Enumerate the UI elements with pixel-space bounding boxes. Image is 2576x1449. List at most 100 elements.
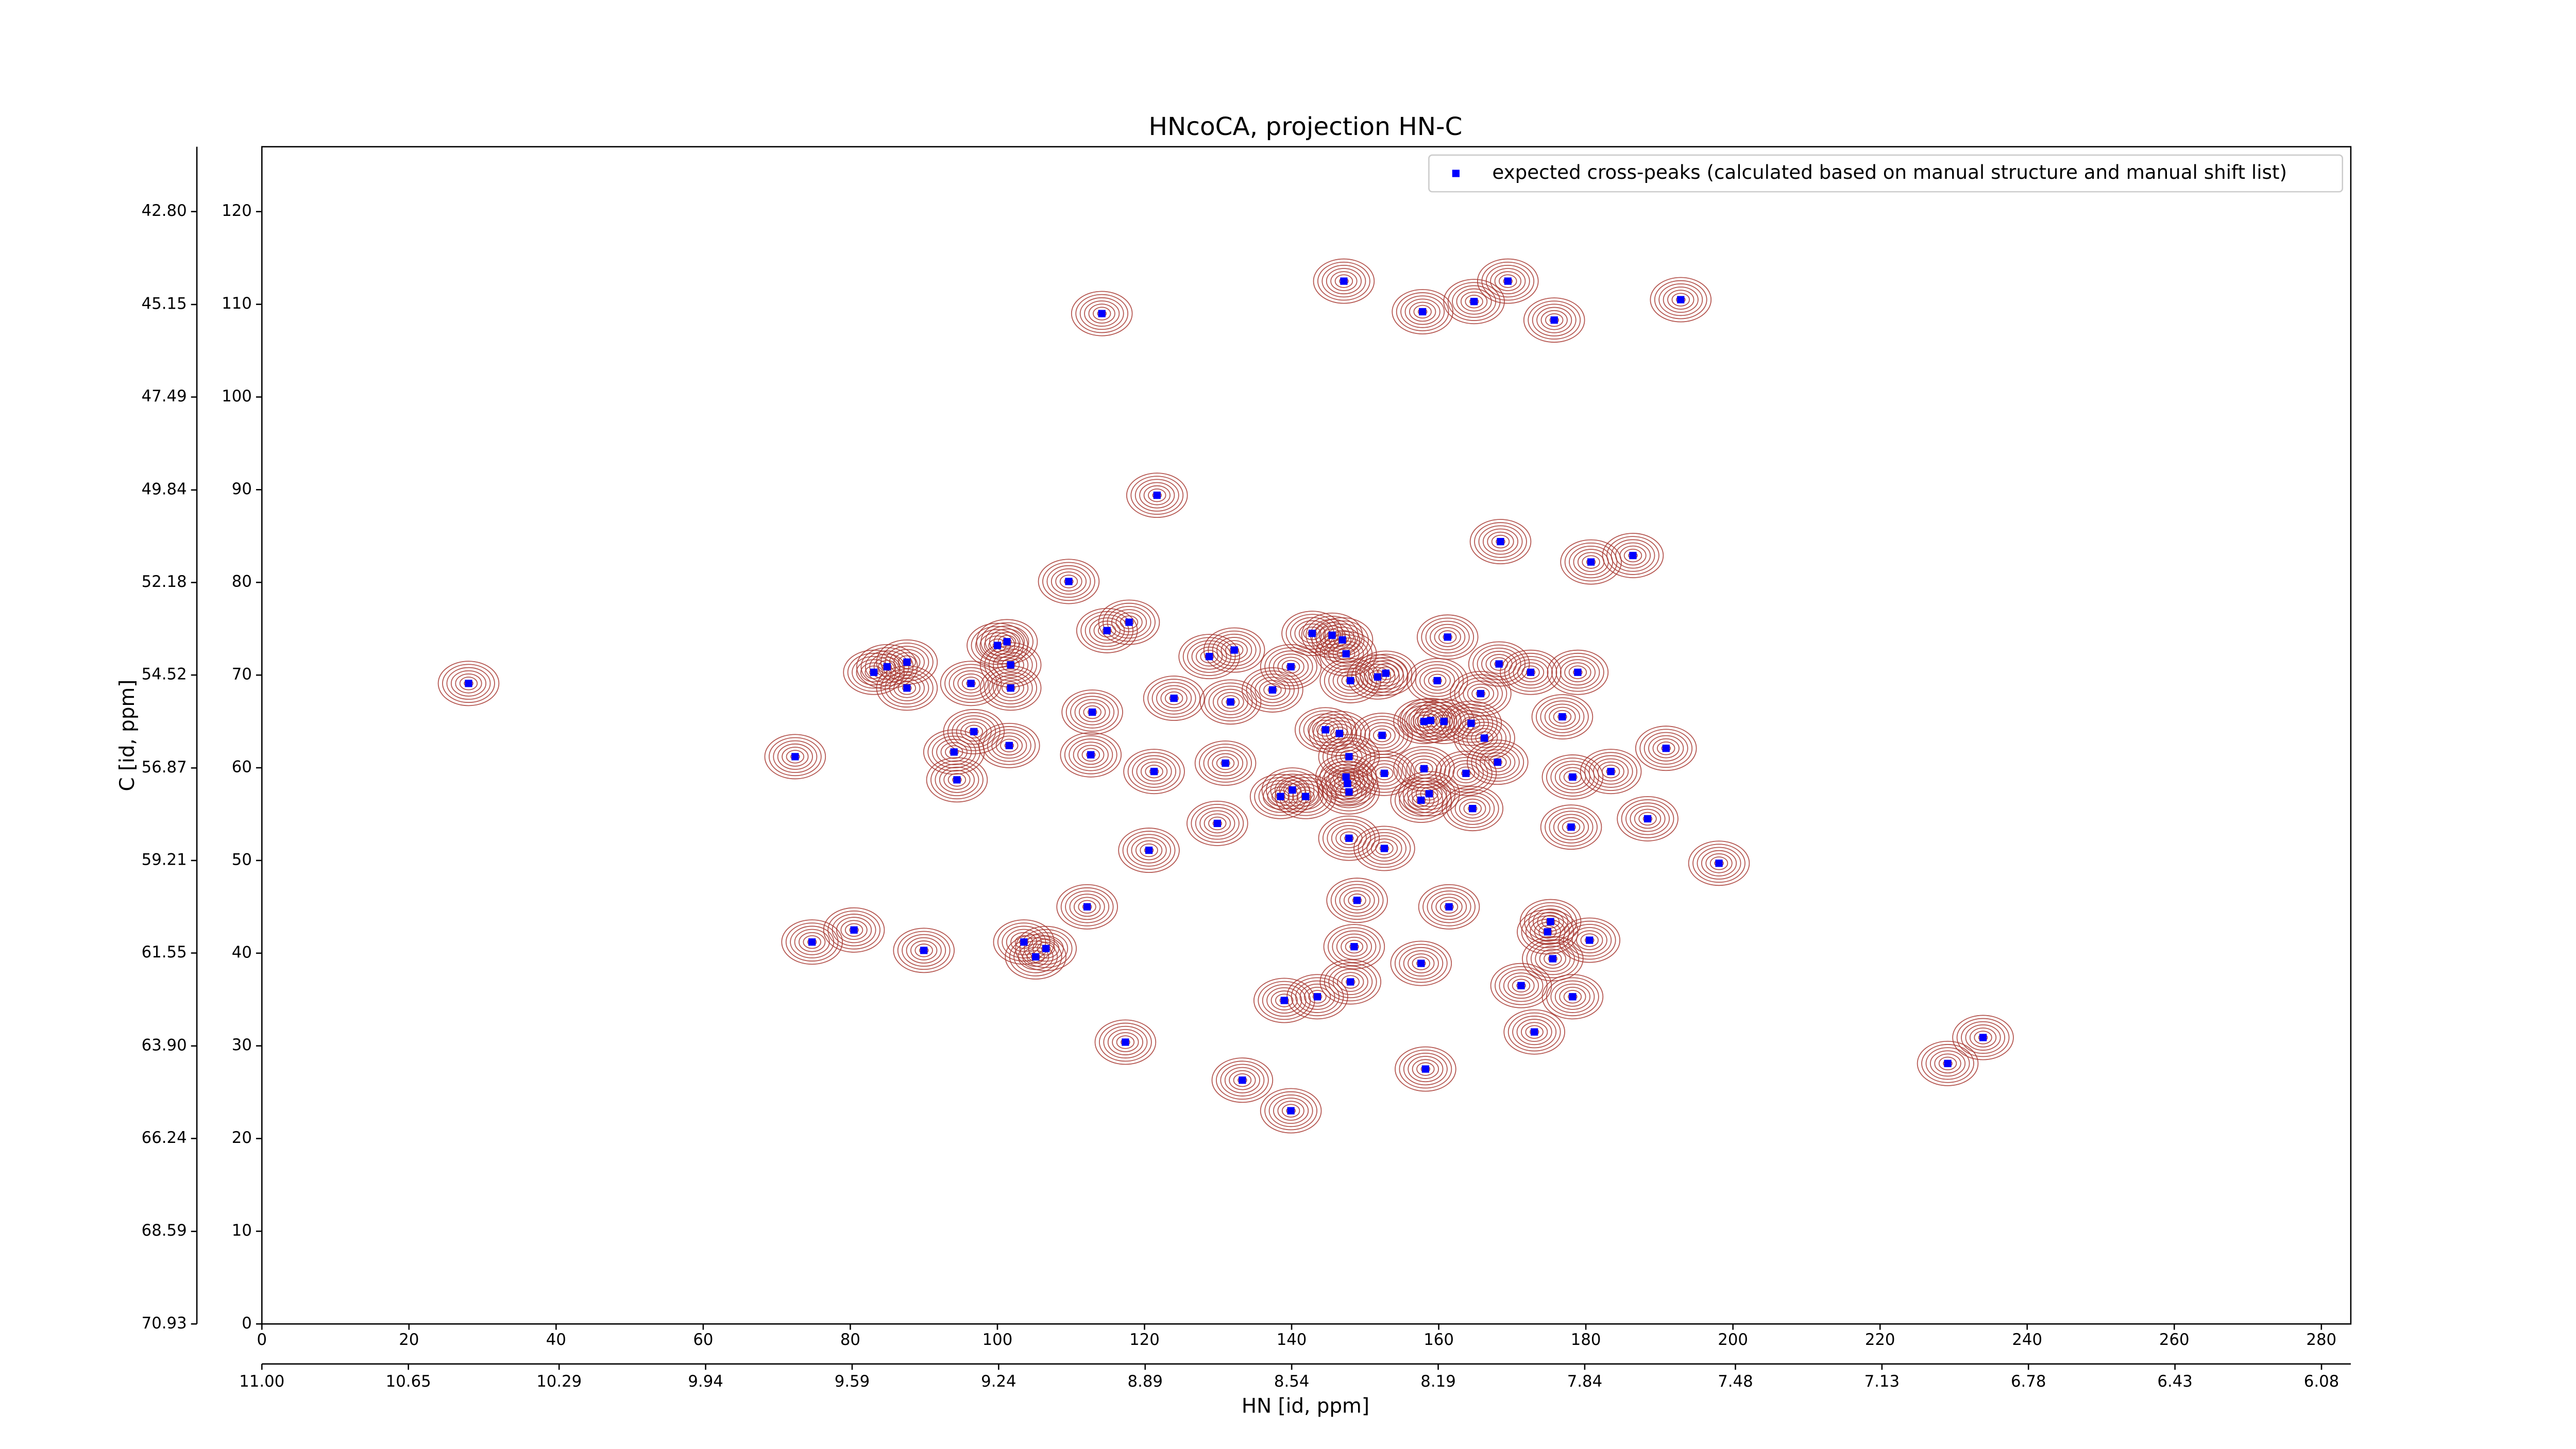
contour xyxy=(1447,282,1501,321)
contour xyxy=(902,934,946,967)
contour xyxy=(943,709,1005,754)
contour xyxy=(1061,689,1123,735)
contour xyxy=(847,652,901,692)
contour xyxy=(1446,789,1499,828)
contour xyxy=(885,671,929,704)
contour xyxy=(1435,897,1463,917)
contour xyxy=(1151,682,1196,715)
peak-marker xyxy=(883,663,891,671)
contour xyxy=(1037,941,1055,955)
contour xyxy=(1512,1016,1557,1049)
contour xyxy=(1313,258,1375,304)
contour xyxy=(1475,746,1520,779)
peak-marker xyxy=(1239,1076,1246,1084)
peak-marker xyxy=(970,728,978,735)
contour xyxy=(1324,962,1377,1002)
contour xyxy=(1332,667,1368,694)
contour xyxy=(1056,884,1118,930)
peak-marker xyxy=(1549,955,1556,963)
contour xyxy=(1212,633,1257,667)
contour xyxy=(827,911,880,950)
peak-marker xyxy=(1444,633,1451,641)
contour xyxy=(1111,609,1147,636)
peak-marker xyxy=(1277,793,1284,800)
contour xyxy=(1348,894,1366,907)
contour xyxy=(1547,649,1609,695)
contour xyxy=(1211,1057,1274,1103)
contour xyxy=(1334,274,1353,288)
contour xyxy=(794,929,830,955)
contour xyxy=(1568,665,1587,679)
contour xyxy=(956,718,992,745)
contour xyxy=(1217,692,1244,712)
contour xyxy=(1221,695,1240,709)
peak-marker xyxy=(1103,627,1111,634)
contour xyxy=(1195,807,1240,840)
contour xyxy=(952,715,996,748)
contour xyxy=(1073,742,1109,768)
contour xyxy=(1404,298,1440,325)
contour xyxy=(1422,887,1476,926)
contour xyxy=(1531,694,1594,739)
peak-marker xyxy=(1550,316,1558,324)
peak-marker xyxy=(1302,793,1310,800)
contour xyxy=(1001,658,1020,672)
contour xyxy=(1925,1047,1970,1080)
y-tick-label: 20 xyxy=(232,1128,252,1147)
contour xyxy=(1688,840,1750,886)
contour xyxy=(1143,676,1205,721)
contour xyxy=(1499,969,1544,1002)
contour xyxy=(1471,686,1490,701)
contour xyxy=(1328,927,1381,966)
contour xyxy=(1199,810,1235,837)
contour xyxy=(1088,304,1115,324)
contour xyxy=(1046,565,1091,598)
x2-tick-label: 7.84 xyxy=(1567,1372,1602,1391)
contour xyxy=(1536,307,1572,333)
x2-tick-label: 8.19 xyxy=(1420,1372,1455,1391)
contour xyxy=(1317,261,1370,301)
contour xyxy=(450,670,487,697)
peak-marker xyxy=(1467,719,1475,727)
peak-marker xyxy=(1504,277,1512,285)
contour xyxy=(1325,767,1370,800)
contour xyxy=(1266,770,1319,810)
peak-marker xyxy=(1643,815,1652,823)
contour xyxy=(1375,766,1394,780)
contour xyxy=(1249,773,1312,819)
contour xyxy=(1132,755,1177,788)
x-tick-label: 40 xyxy=(546,1330,566,1349)
contour xyxy=(1580,933,1599,947)
legend-marker xyxy=(1452,170,1460,177)
contour xyxy=(1419,667,1455,694)
contour xyxy=(947,773,967,787)
contour xyxy=(960,721,988,742)
peak-marker xyxy=(1979,1034,1987,1041)
contour xyxy=(945,745,963,759)
contour xyxy=(1148,488,1166,502)
contour xyxy=(1319,959,1382,1005)
contour xyxy=(1134,479,1179,512)
peak-marker xyxy=(1531,1028,1538,1036)
contour xyxy=(1450,792,1495,825)
contour xyxy=(1423,670,1451,691)
contour xyxy=(1454,795,1490,822)
contour xyxy=(1495,966,1548,1005)
peak-marker xyxy=(1494,759,1501,766)
peak-marker xyxy=(1469,805,1477,813)
peak-marker xyxy=(1098,310,1106,317)
x-tick-label: 220 xyxy=(1865,1330,1895,1349)
contour xyxy=(1396,292,1449,331)
contour xyxy=(823,907,885,953)
contour xyxy=(1204,813,1231,834)
legend-label: expected cross-peaks (calculated based o… xyxy=(1492,161,2287,183)
contour xyxy=(1456,288,1492,315)
contour xyxy=(1340,750,1359,764)
contour xyxy=(1469,519,1532,564)
contour xyxy=(1324,661,1377,700)
contour xyxy=(1225,643,1244,657)
contour xyxy=(914,943,933,957)
contour xyxy=(1089,617,1125,644)
contour xyxy=(1130,476,1184,515)
contour xyxy=(1470,728,1498,748)
